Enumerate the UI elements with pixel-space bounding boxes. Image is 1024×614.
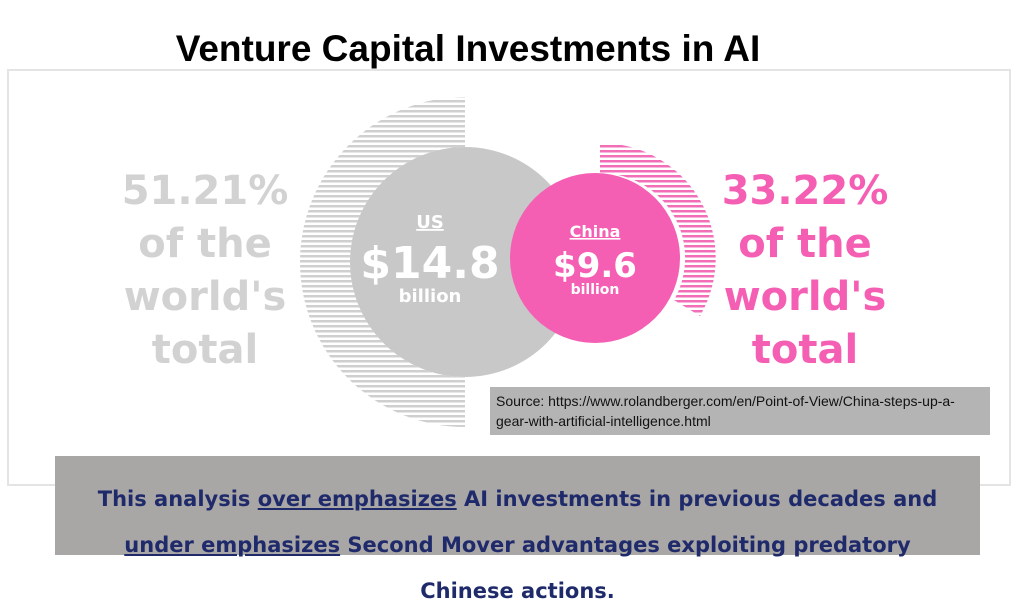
banner-underlined: over emphasizes <box>257 487 457 511</box>
china-ring <box>600 142 716 316</box>
us-unit: billion <box>399 286 462 307</box>
title: Venture Capital Investments in AI <box>175 28 761 69</box>
china-amount: $9.6 <box>553 246 637 286</box>
right-text: total <box>752 327 858 373</box>
left-text: total <box>152 327 258 373</box>
banner-text: This analysis <box>97 487 251 511</box>
us-ring <box>300 97 465 427</box>
banner: This analysis over emphasizes AI investm… <box>55 456 980 603</box>
slide: 51.21% of the world's total 33.22% of th… <box>7 28 1011 603</box>
banner-underlined: under emphasizes <box>124 533 341 557</box>
banner-text: AI investments in previous decades and <box>464 487 938 511</box>
china-label: China <box>570 222 621 241</box>
source: Source: https://www.rolandberger.com/en/… <box>490 387 990 435</box>
left-text: world's <box>124 274 287 320</box>
right-text: 33.22% <box>722 168 889 214</box>
right-text: of the <box>738 221 872 267</box>
infographic: 51.21% of the world's total 33.22% of th… <box>7 69 1011 486</box>
us-label: US <box>416 212 444 233</box>
left-text: 51.21% <box>122 168 289 214</box>
right-text: world's <box>724 274 887 320</box>
china-unit: billion <box>571 282 620 298</box>
china-circle <box>510 173 680 343</box>
us-circle <box>350 147 580 377</box>
left-text: of the <box>138 221 272 267</box>
us-amount: $14.8 <box>360 238 499 289</box>
